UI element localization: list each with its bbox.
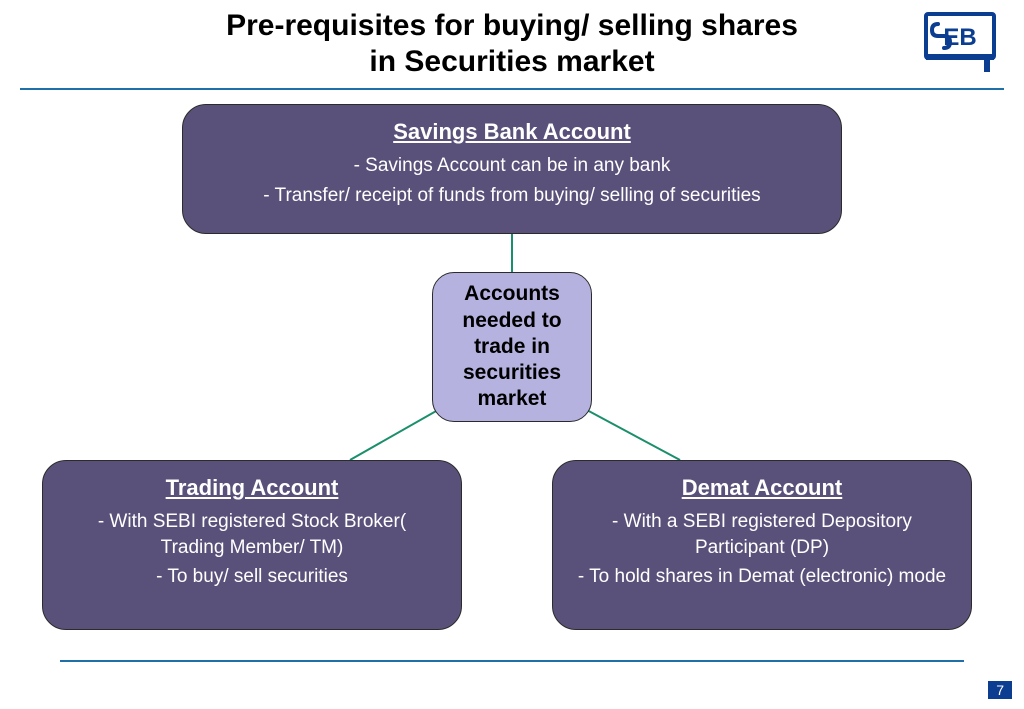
page-number: 7 — [988, 681, 1012, 699]
node-savings-line-1: - Savings Account can be in any bank — [205, 153, 819, 179]
node-demat-line-2: - To hold shares in Demat (electronic) m… — [575, 564, 949, 590]
node-trading-title: Trading Account — [65, 475, 439, 501]
title-line-1: Pre-requisites for buying/ selling share… — [0, 8, 1024, 44]
sebi-logo-icon: EB — [924, 12, 996, 72]
title-line-2: in Securities market — [0, 44, 1024, 80]
node-demat-line-1: - With a SEBI registered Depository Part… — [575, 509, 949, 560]
node-center-text: Accounts needed to trade in securities m… — [443, 281, 581, 412]
node-savings-line-2: - Transfer/ receipt of funds from buying… — [205, 183, 819, 209]
node-savings: Savings Bank Account - Savings Account c… — [182, 104, 842, 234]
divider-top — [20, 88, 1004, 90]
node-trading: Trading Account - With SEBI registered S… — [42, 460, 462, 630]
node-demat-title: Demat Account — [575, 475, 949, 501]
divider-bottom — [60, 660, 964, 662]
accounts-diagram: Savings Bank Account - Savings Account c… — [0, 100, 1024, 660]
node-savings-title: Savings Bank Account — [205, 119, 819, 145]
node-trading-line-1: - With SEBI registered Stock Broker( Tra… — [65, 509, 439, 560]
node-demat: Demat Account - With a SEBI registered D… — [552, 460, 972, 630]
node-center: Accounts needed to trade in securities m… — [432, 272, 592, 422]
node-trading-line-2: - To buy/ sell securities — [65, 564, 439, 590]
slide-title: Pre-requisites for buying/ selling share… — [0, 8, 1024, 80]
